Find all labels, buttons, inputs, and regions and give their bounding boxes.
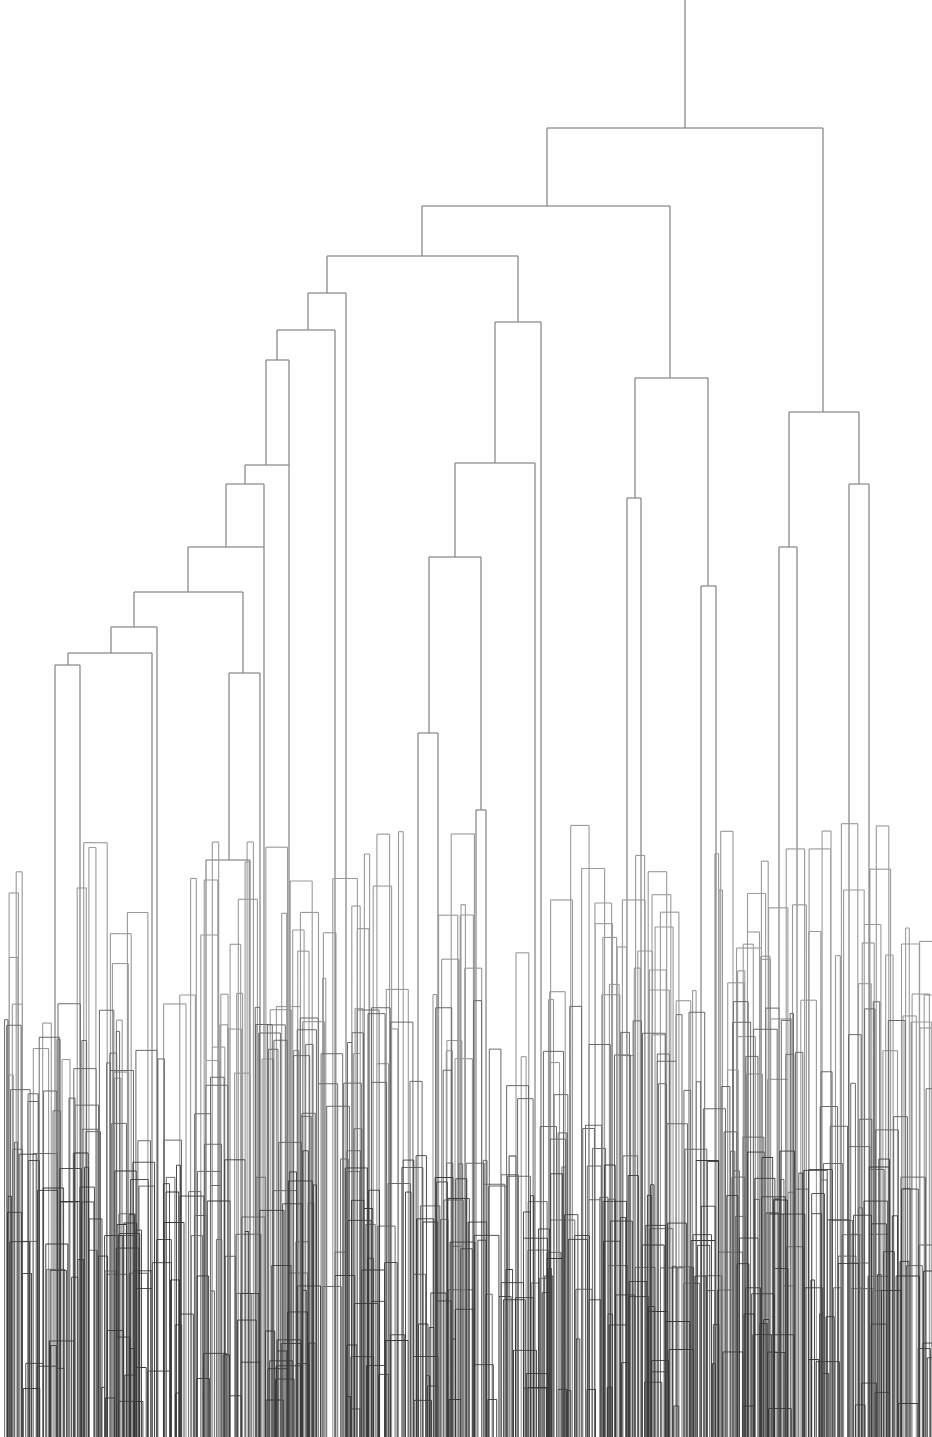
leaf-links bbox=[6, 1150, 932, 1437]
